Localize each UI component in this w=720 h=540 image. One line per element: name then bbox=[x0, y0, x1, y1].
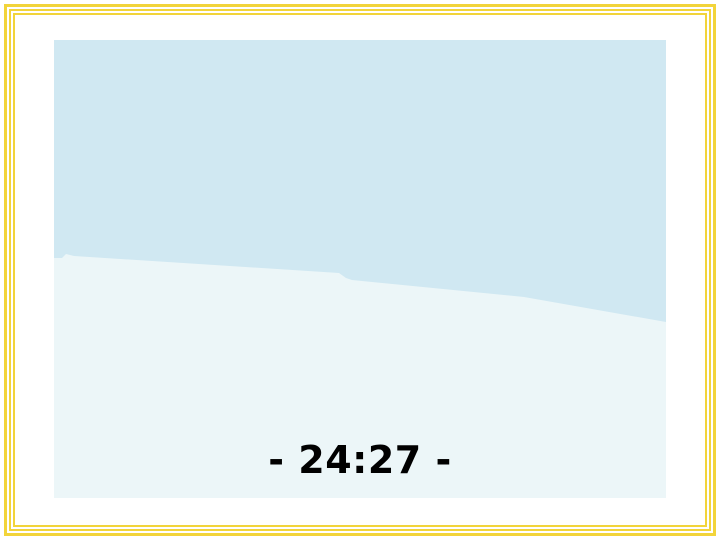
snow-slope bbox=[54, 254, 666, 498]
countdown-timer: - 24:27 - bbox=[268, 438, 452, 482]
frame-middle-border bbox=[9, 9, 711, 531]
game-viewport[interactable] bbox=[54, 40, 666, 498]
frame-inner-border bbox=[13, 13, 707, 527]
game-scene bbox=[54, 40, 666, 498]
frame-outer-border bbox=[4, 4, 716, 536]
